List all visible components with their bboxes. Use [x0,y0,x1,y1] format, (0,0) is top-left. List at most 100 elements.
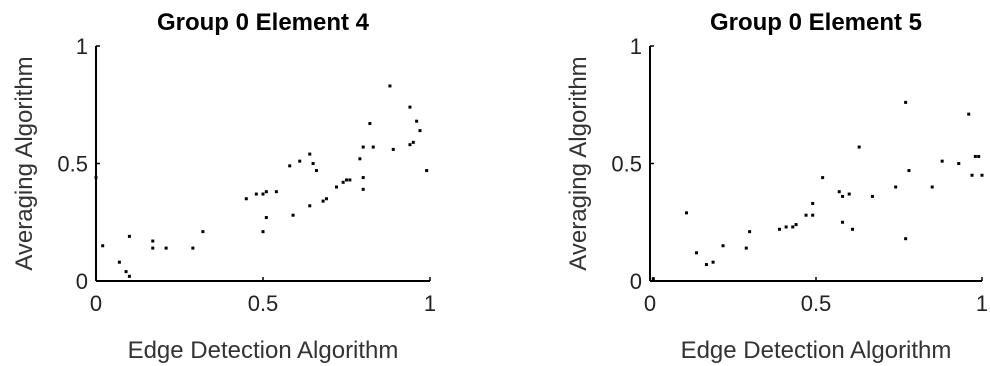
data-point [811,213,815,217]
data-point [191,246,195,250]
data-point [334,185,338,189]
data-point [314,169,318,173]
data-point [201,230,205,234]
data-point [837,190,841,194]
data-point [261,230,265,234]
data-point [940,159,944,163]
data-point [904,100,908,104]
x-tick-label: 1 [976,291,988,316]
y-axis-label: Averaging Algorithm [11,56,38,270]
data-point [904,237,908,241]
data-point [851,227,855,231]
data-point [288,164,292,168]
data-point [391,147,395,151]
data-point [841,194,845,198]
x-axis-label: Edge Detection Algorithm [681,337,952,364]
x-tick-label: 1 [424,291,436,316]
x-tick-label: 0 [90,291,102,316]
data-point [721,244,725,248]
data-point [261,192,265,196]
data-point [411,140,415,144]
data-point [298,159,302,163]
data-point [821,176,825,180]
data-point [254,192,258,196]
data-point [794,223,798,227]
data-point [94,176,98,180]
data-point [704,263,708,267]
data-point [748,230,752,234]
data-point [264,216,268,220]
y-tick-label: 1 [76,34,88,59]
scatter-chart-1: Group 0 Element 4 0 0.5 1 0 0.5 1 Edge Detectio… [11,9,436,364]
data-point [324,197,328,201]
data-point [967,112,971,116]
data-point [425,169,429,173]
chart-title: Group 0 Element 4 [157,9,370,36]
data-point [973,154,977,158]
data-point [857,145,861,149]
data-point [685,211,689,215]
x-tick-label: 0.5 [248,291,279,316]
data-point [777,227,781,231]
data-point [651,277,655,281]
data-point [784,225,788,229]
data-point [361,187,365,191]
data-point [358,157,362,161]
data-point [348,178,352,182]
scatter-chart-2: Group 0 Element 5 0 0.5 1 0 0.5 1 Edge Detectio… [565,9,988,364]
y-tick-label: 0.5 [611,152,642,177]
data-point [264,190,268,194]
x-tick-label: 0.5 [801,291,832,316]
data-point [151,246,155,250]
data-point [388,84,392,88]
data-point [980,173,984,177]
data-point [124,270,128,274]
data-point [274,190,278,194]
data-point [164,246,168,250]
data-point [368,122,372,126]
data-point [101,244,105,248]
data-point [408,105,412,109]
data-point [970,173,974,177]
data-point [151,239,155,243]
data-point [291,213,295,217]
data-point [308,152,312,156]
y-axis-label: Averaging Algorithm [565,56,592,270]
data-point [117,260,121,264]
data-point [341,180,345,184]
data-point [894,185,898,189]
y-tick-label: 0.5 [57,152,88,177]
data-point [127,234,131,238]
x-tick-label: 0 [644,291,656,316]
data-point [321,199,325,203]
data-point [870,194,874,198]
data-point [361,145,365,149]
data-point [127,274,131,278]
data-point [957,162,961,165]
data-point [847,192,851,196]
data-point [804,213,808,217]
data-point [811,201,815,205]
data-point [711,260,715,264]
data-point [930,185,934,189]
data-point [418,129,422,133]
data-point [907,169,911,173]
chart-title: Group 0 Element 5 [710,9,922,36]
data-point [244,197,248,201]
data-point [841,220,845,224]
data-point [415,119,419,123]
data-point [311,162,315,165]
data-point [408,143,412,147]
data-point [345,178,348,182]
y-tick-label: 0 [630,269,642,294]
data-point [977,154,981,158]
y-tick-label: 0 [76,269,88,294]
x-axis-label: Edge Detection Algorithm [128,337,399,364]
data-point [371,145,375,149]
data-point [744,246,748,250]
data-point [361,176,365,180]
data-point [308,204,312,208]
data-point [791,225,795,229]
data-point [694,251,698,255]
